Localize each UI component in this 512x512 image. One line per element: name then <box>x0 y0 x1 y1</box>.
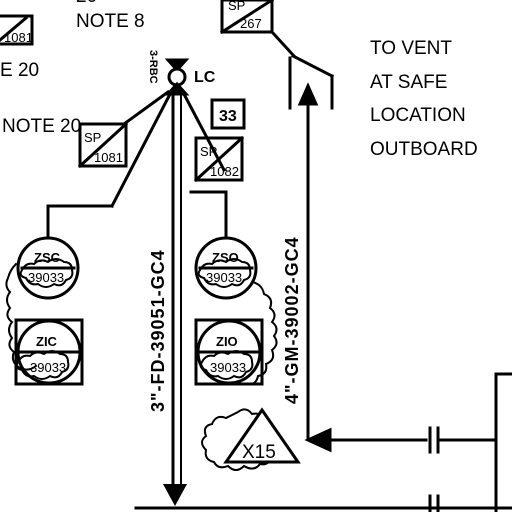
valve-lc-label: LC <box>194 69 216 86</box>
tag-1081-top-code: 1081 <box>4 30 33 45</box>
note-fragment-top: 20 <box>76 0 97 7</box>
leader-zsc <box>109 93 172 209</box>
flow-arrow-down <box>163 484 187 506</box>
zic-loop: 39033 <box>30 360 66 375</box>
tag-1081-code: 1081 <box>94 150 123 165</box>
zso-function: ZSO <box>212 250 239 265</box>
zio-loop: 39033 <box>210 360 246 375</box>
tag-sp-267 <box>219 0 275 35</box>
tag-sp-1082 <box>193 135 245 183</box>
zso-loop: 39033 <box>206 270 242 285</box>
leader-sp-1081 <box>121 89 171 127</box>
tag-267-code: 267 <box>240 16 262 31</box>
fd-line-label: 3"-FD-39051-GC4 <box>148 249 168 412</box>
note-20: NOTE 20 <box>2 116 81 137</box>
fd-pipe-line <box>171 94 182 488</box>
revision-clouds <box>5 258 278 471</box>
zsc-loop: 39033 <box>28 270 64 285</box>
gm-line-label: 4"-GM-39002-GC4 <box>282 236 302 404</box>
flange-joint-2 <box>428 494 440 512</box>
instrument-zsc <box>16 236 80 300</box>
instrument-zio <box>194 318 264 386</box>
tag-1081-prefix: SP <box>84 130 101 145</box>
tag-1082-code: 1082 <box>210 164 239 179</box>
vent-note-line1: TO VENT <box>370 38 452 59</box>
tag-sp-1081 <box>77 121 129 169</box>
zsc-function: ZSC <box>34 250 61 265</box>
gm-vent-line <box>297 82 428 453</box>
instrument-zso <box>194 236 258 300</box>
leader-sp-1082 <box>182 93 227 173</box>
connector-x15-triangle <box>223 407 301 464</box>
zio-function: ZIO <box>216 334 238 349</box>
tag-sp-1081-top <box>0 14 34 46</box>
vent-note-line3: LOCATION <box>370 105 466 126</box>
note-8: NOTE 8 <box>76 11 145 32</box>
zic-function: ZIC <box>36 334 58 349</box>
valve-side-label: 3-RBC <box>147 50 159 84</box>
tag-267-prefix: SP <box>228 0 245 13</box>
vent-note-line2: AT SAFE <box>370 72 447 93</box>
vent-note-line4: OUTBOARD <box>370 139 478 160</box>
connector-x15-label: X15 <box>242 442 276 463</box>
control-valve <box>164 58 190 96</box>
tag-1082-prefix: SP <box>200 144 217 159</box>
tag-box-33-text: 33 <box>219 108 237 125</box>
vent-hood <box>269 29 335 110</box>
note-20-left: E 20 <box>0 60 39 81</box>
tag-box-33 <box>210 98 246 130</box>
